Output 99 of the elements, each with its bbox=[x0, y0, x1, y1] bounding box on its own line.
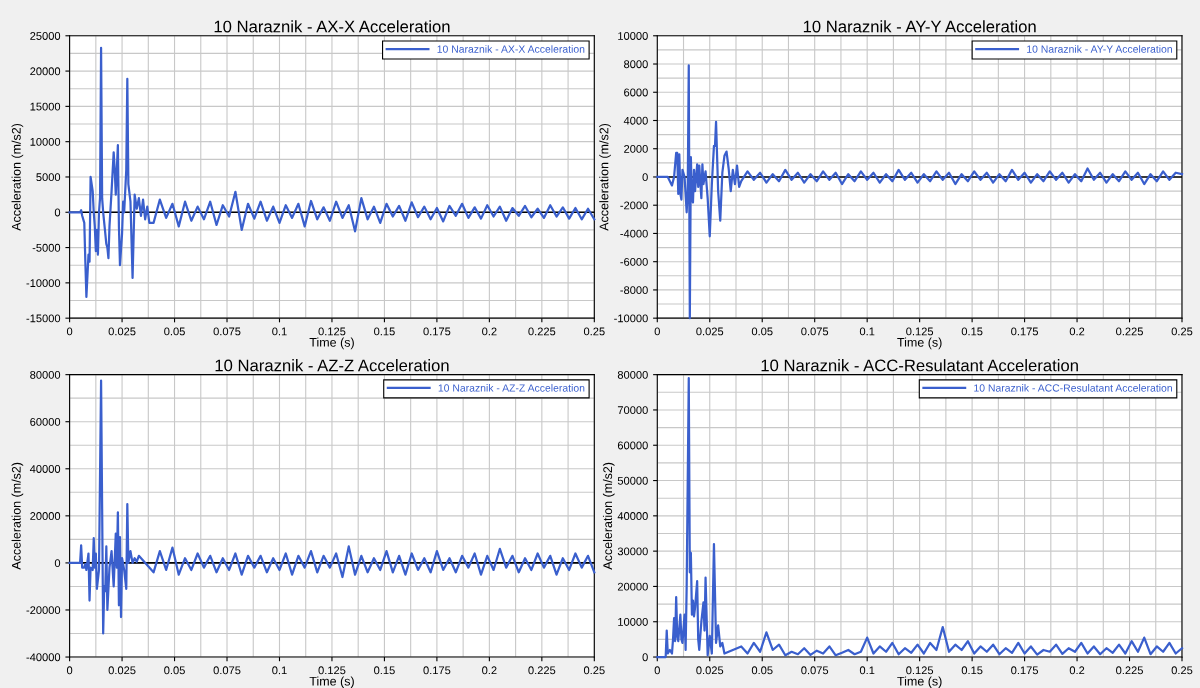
x-tick-label: 0.2 bbox=[1069, 327, 1085, 336]
y-tick-label: 80000 bbox=[617, 370, 648, 379]
x-tick-label: 0 bbox=[66, 666, 73, 675]
y-tick-label: 10000 bbox=[618, 32, 648, 40]
x-tick-label: 0.2 bbox=[1069, 666, 1085, 675]
x-axis-title: Time (s) bbox=[309, 676, 354, 688]
x-tick-label: 0.125 bbox=[318, 327, 346, 336]
legend-label: 10 Naraznik - AY-Y Acceleration bbox=[1027, 45, 1172, 53]
x-tick-label: 0.1 bbox=[272, 327, 287, 336]
y-tick-label: 80000 bbox=[30, 370, 61, 379]
y-tick-label: 5000 bbox=[36, 173, 61, 182]
y-axis-title: Acceleration (m/s2) bbox=[599, 123, 611, 231]
x-tick-label: 0 bbox=[66, 327, 73, 336]
x-tick-label: 0.175 bbox=[423, 666, 451, 675]
x-tick-label: 0.025 bbox=[696, 327, 724, 336]
line-series bbox=[656, 377, 1184, 659]
x-tick-label: 0.05 bbox=[751, 327, 773, 336]
x-tick-label: 0.05 bbox=[164, 666, 185, 675]
y-tick-label: -4000 bbox=[620, 229, 648, 238]
x-tick-label: 0.05 bbox=[751, 666, 773, 675]
x-tick-label: 0.25 bbox=[583, 666, 605, 675]
x-tick-label: 0.15 bbox=[374, 666, 395, 675]
y-tick-label: 40000 bbox=[29, 465, 61, 473]
x-axis-title: Time (s) bbox=[309, 337, 354, 350]
x-tick-label: 0.125 bbox=[906, 327, 934, 336]
x-axis-title: Time (s) bbox=[897, 337, 942, 350]
y-axis-title: Acceleration (m/s2) bbox=[11, 462, 24, 570]
x-tick-label: 0.1 bbox=[859, 666, 875, 675]
x-tick-label: 0.075 bbox=[213, 666, 241, 675]
y-tick-label: 8000 bbox=[624, 60, 648, 69]
legend-label: 10 Naraznik - AX-X Acceleration bbox=[437, 45, 585, 53]
y-tick-label: -10000 bbox=[26, 279, 61, 288]
x-tick-label: 0.15 bbox=[374, 327, 395, 336]
y-tick-label: -8000 bbox=[620, 286, 648, 295]
y-tick-label: 0 bbox=[642, 653, 648, 662]
line-series bbox=[68, 46, 596, 299]
y-tick-label: 20000 bbox=[617, 582, 648, 591]
x-tick-label: 0.075 bbox=[213, 327, 241, 336]
x-tick-label: 0.225 bbox=[1116, 666, 1143, 675]
y-tick-label: -10000 bbox=[614, 314, 648, 323]
y-tick-label: 20000 bbox=[30, 512, 61, 520]
y-tick-label: -40000 bbox=[26, 653, 61, 662]
x-axis-title: Time (s) bbox=[897, 676, 942, 688]
y-tick-label: 4000 bbox=[623, 116, 648, 125]
y-tick-label: 60000 bbox=[30, 417, 61, 426]
y-tick-label: 70000 bbox=[617, 406, 648, 415]
legend-label: 10 Naraznik - AZ-Z Acceleration bbox=[438, 384, 585, 392]
legend-label: 10 Naraznik - ACC-Resulatant Acceleration bbox=[974, 384, 1172, 392]
x-tick-label: 0.025 bbox=[108, 327, 136, 336]
x-tick-label: 0.175 bbox=[1011, 666, 1039, 675]
x-tick-label: 0.25 bbox=[1171, 666, 1193, 675]
x-tick-label: 0.2 bbox=[482, 666, 497, 675]
y-tick-label: 25000 bbox=[30, 32, 61, 40]
y-tick-label: 50000 bbox=[617, 476, 648, 485]
y-tick-label: 30000 bbox=[617, 547, 648, 556]
y-tick-label: 10000 bbox=[30, 137, 61, 146]
y-tick-label: -5000 bbox=[32, 243, 61, 252]
y-tick-label: -2000 bbox=[620, 201, 648, 210]
y-axis-title: Acceleration (m/s2) bbox=[602, 462, 615, 570]
y-tick-label: 15000 bbox=[30, 102, 61, 111]
x-tick-label: 0.075 bbox=[801, 666, 829, 675]
x-tick-label: 0.25 bbox=[1171, 327, 1193, 336]
x-tick-label: 0.125 bbox=[318, 666, 346, 675]
y-tick-label: -6000 bbox=[620, 257, 648, 266]
x-tick-label: 0.1 bbox=[272, 666, 287, 675]
chart-title: 10 Naraznik - ACC-Resulatant Acceleration bbox=[761, 359, 1078, 372]
x-tick-label: 0.2 bbox=[482, 327, 497, 336]
x-tick-label: 0.175 bbox=[423, 327, 451, 336]
y-axis-title: Acceleration (m/s2) bbox=[11, 123, 24, 231]
x-tick-label: 0.225 bbox=[1116, 327, 1143, 336]
chart-title: 10 Naraznik - AZ-Z Acceleration bbox=[215, 359, 449, 372]
x-tick-label: 0.225 bbox=[528, 327, 556, 336]
x-tick-label: 0.125 bbox=[906, 666, 934, 675]
y-tick-label: 20000 bbox=[30, 67, 61, 76]
x-tick-label: 0.1 bbox=[859, 327, 875, 336]
x-tick-label: 0 bbox=[654, 327, 660, 336]
y-tick-label: 60000 bbox=[617, 441, 648, 450]
y-tick-label: 40000 bbox=[617, 512, 648, 520]
x-tick-label: 0.25 bbox=[583, 327, 605, 336]
x-tick-label: 0.05 bbox=[164, 327, 185, 336]
chart-title: 10 Naraznik - AY-Y Acceleration bbox=[803, 20, 1036, 33]
chart-title: 10 Naraznik - AX-X Acceleration bbox=[214, 20, 450, 33]
x-tick-label: 0.225 bbox=[528, 666, 556, 675]
y-tick-label: 10000 bbox=[618, 618, 648, 626]
y-tick-label: 2000 bbox=[624, 145, 648, 153]
y-tick-label: -15000 bbox=[26, 314, 61, 323]
x-tick-label: 0.15 bbox=[961, 327, 983, 336]
line-series bbox=[68, 379, 596, 635]
x-tick-label: 0.025 bbox=[696, 666, 724, 675]
x-tick-label: 0.175 bbox=[1011, 327, 1039, 336]
y-tick-label: -20000 bbox=[26, 606, 61, 615]
y-tick-label: 0 bbox=[642, 173, 648, 182]
y-tick-label: 6000 bbox=[624, 88, 648, 97]
x-tick-label: 0.075 bbox=[801, 327, 829, 336]
y-tick-label: 0 bbox=[54, 559, 61, 568]
y-tick-label: 0 bbox=[54, 208, 61, 217]
x-tick-label: 0 bbox=[654, 666, 660, 675]
x-tick-label: 0.025 bbox=[108, 666, 136, 675]
x-tick-label: 0.15 bbox=[961, 666, 983, 675]
